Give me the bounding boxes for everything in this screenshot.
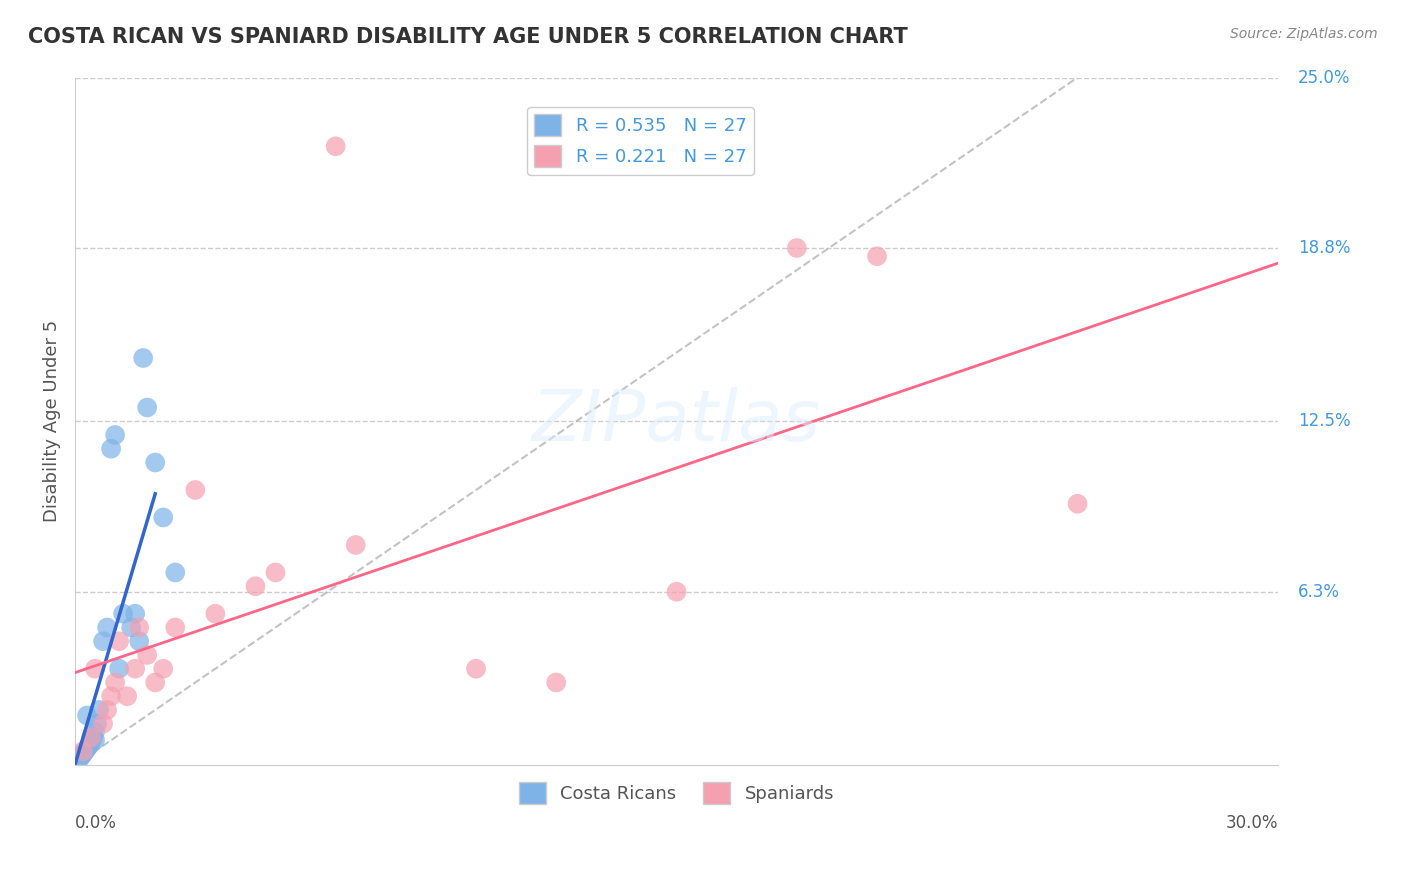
Point: [70, 749, 93, 764]
Text: 6.3%: 6.3%: [1298, 582, 1340, 600]
Point: [112, 607, 135, 621]
Point: [325, 139, 347, 153]
Point: [82, 731, 104, 745]
Point: [91, 716, 114, 731]
Point: [143, 675, 166, 690]
Point: [1066, 497, 1088, 511]
Point: [96, 703, 118, 717]
Point: [124, 607, 146, 621]
Point: [264, 566, 287, 580]
Point: [86, 716, 108, 731]
Point: [84, 725, 107, 739]
Point: [108, 662, 131, 676]
Point: [108, 634, 131, 648]
Point: [80, 736, 103, 750]
Point: [91, 634, 114, 648]
Point: [344, 538, 367, 552]
Text: 25.0%: 25.0%: [1298, 69, 1351, 87]
Point: [665, 584, 688, 599]
Point: [204, 607, 226, 621]
Point: [104, 428, 127, 442]
Text: 0.0%: 0.0%: [75, 814, 117, 832]
Point: [100, 442, 122, 456]
Point: [77, 739, 100, 753]
Y-axis label: Disability Age Under 5: Disability Age Under 5: [44, 320, 60, 523]
Point: [165, 620, 187, 634]
Point: [84, 662, 107, 676]
Point: [120, 620, 142, 634]
Point: [128, 620, 150, 634]
Point: [152, 510, 174, 524]
Text: ZIPatlas: ZIPatlas: [531, 387, 821, 456]
Point: [245, 579, 267, 593]
Text: Source: ZipAtlas.com: Source: ZipAtlas.com: [1230, 27, 1378, 41]
Point: [104, 675, 127, 690]
Point: [136, 648, 159, 662]
Point: [72, 744, 94, 758]
Point: [465, 662, 488, 676]
Point: [546, 675, 568, 690]
Point: [73, 744, 96, 758]
Point: [67, 752, 90, 766]
Point: [132, 351, 155, 365]
Point: [76, 708, 98, 723]
Point: [143, 455, 166, 469]
Point: [165, 566, 187, 580]
Text: COSTA RICAN VS SPANIARD DISABILITY AGE UNDER 5 CORRELATION CHART: COSTA RICAN VS SPANIARD DISABILITY AGE U…: [28, 27, 908, 46]
Point: [124, 662, 146, 676]
Legend: Costa Ricans, Spaniards: Costa Ricans, Spaniards: [512, 774, 842, 811]
Point: [184, 483, 207, 497]
Text: 12.5%: 12.5%: [1298, 412, 1351, 430]
Point: [72, 747, 94, 761]
Point: [152, 662, 174, 676]
Point: [786, 241, 808, 255]
Point: [128, 634, 150, 648]
Point: [115, 689, 138, 703]
Point: [87, 703, 110, 717]
Text: 18.8%: 18.8%: [1298, 239, 1351, 257]
Point: [100, 689, 122, 703]
Text: 30.0%: 30.0%: [1226, 814, 1278, 832]
Point: [76, 741, 98, 756]
Point: [136, 401, 159, 415]
Point: [96, 620, 118, 634]
Point: [80, 731, 103, 745]
Point: [84, 733, 107, 747]
Point: [866, 249, 889, 263]
